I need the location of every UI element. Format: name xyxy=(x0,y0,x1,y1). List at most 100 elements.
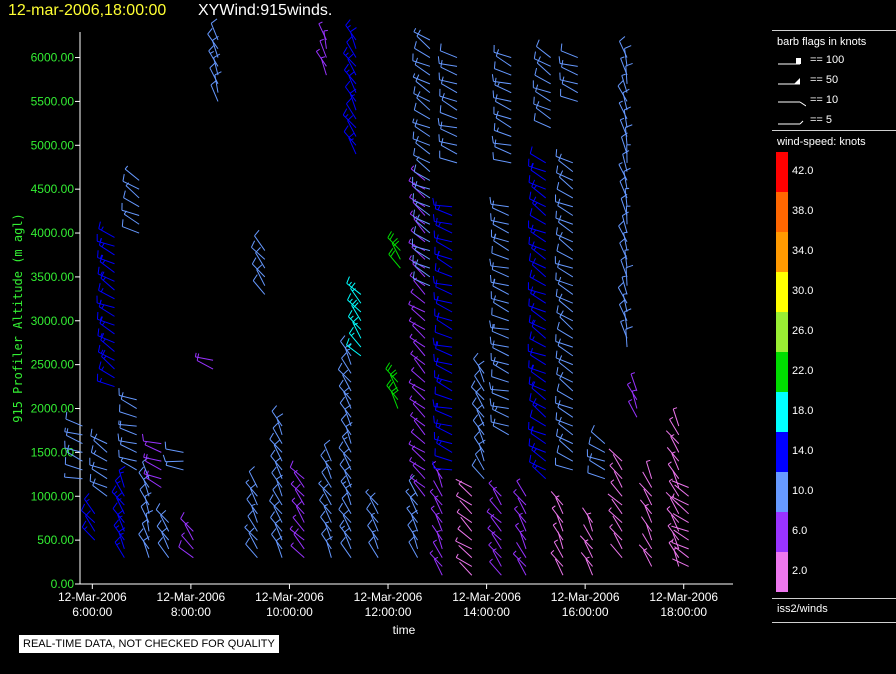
barb-flag-100: == 100 xyxy=(776,54,894,68)
barb-staff xyxy=(529,399,546,409)
barb-staff xyxy=(560,95,578,102)
wind-barb xyxy=(607,493,623,506)
barb-staff xyxy=(209,67,219,85)
wind-barb xyxy=(489,497,502,515)
wind-barb xyxy=(557,215,574,234)
wind-barb xyxy=(640,516,653,532)
barb-feather xyxy=(251,257,257,265)
wind-barb xyxy=(645,459,653,479)
barb-staff xyxy=(248,471,258,488)
barb-staff xyxy=(161,532,170,550)
barb-feather xyxy=(341,431,348,437)
wind-barb xyxy=(619,176,628,199)
wind-barb xyxy=(529,331,546,348)
wind-barb xyxy=(612,515,623,532)
barb-staff xyxy=(414,64,431,76)
barb-staff xyxy=(530,416,546,427)
barb-feather xyxy=(439,105,442,113)
wind-barb xyxy=(674,484,689,497)
barb-staff xyxy=(491,236,509,243)
barb-staff xyxy=(90,435,108,445)
barb-feather xyxy=(274,518,282,524)
barb-staff xyxy=(274,523,283,541)
barb-feather xyxy=(432,197,435,206)
barb-feather xyxy=(339,458,345,465)
barb-feather xyxy=(619,299,626,305)
x-tick-date: 12-Mar-2006 xyxy=(551,590,620,604)
barb-half-feather xyxy=(409,456,413,461)
wind-barb xyxy=(125,182,140,199)
barb-half-feather xyxy=(519,530,525,533)
wind-barb xyxy=(624,45,632,67)
barb-staff xyxy=(441,144,458,155)
barb-half-feather xyxy=(533,185,537,189)
barb-staff xyxy=(412,263,426,278)
barb-staff xyxy=(415,80,431,94)
wind-barb xyxy=(491,245,509,260)
barb-half-feather xyxy=(411,367,415,371)
wind-barb xyxy=(434,386,453,401)
barb-half-feather xyxy=(409,395,413,400)
barb-feather xyxy=(289,460,294,468)
wind-barb xyxy=(337,362,352,383)
barb-staff xyxy=(180,518,194,532)
barb-half-feather xyxy=(552,522,557,526)
barb-staff xyxy=(668,542,680,558)
barb-feather xyxy=(413,86,416,94)
barb-staff xyxy=(516,480,527,497)
barb-half-feather xyxy=(438,424,441,429)
wind-barb xyxy=(672,470,680,488)
barb-half-feather xyxy=(99,316,103,321)
barb-staff xyxy=(519,531,527,550)
colorbar-swatch xyxy=(776,392,788,432)
barb-feather xyxy=(385,362,391,370)
wind-barb xyxy=(491,385,509,401)
barb-feather xyxy=(157,537,164,544)
wind-barb xyxy=(112,502,125,523)
barb-feather xyxy=(556,367,559,375)
barb-staff xyxy=(142,540,150,558)
barb-half-feather xyxy=(533,448,537,453)
barb-feather xyxy=(81,520,87,528)
colorbar-label: 6.0 xyxy=(792,525,808,537)
wind-barb xyxy=(247,510,258,532)
barb-staff xyxy=(435,348,453,357)
barb-half-feather xyxy=(406,505,411,509)
barb-feather xyxy=(141,433,144,442)
wind-barb xyxy=(489,558,502,576)
wind-barb xyxy=(271,528,283,550)
barb-feather xyxy=(618,220,625,227)
wind-barb xyxy=(621,73,628,93)
barb-feather xyxy=(344,527,351,533)
legend-panel: barb flags in knots == 100 == 50 == 10 =… xyxy=(772,0,896,674)
barb-feather xyxy=(386,379,392,386)
wind-barb xyxy=(339,458,352,480)
wind-barb xyxy=(410,411,426,427)
wind-barb xyxy=(432,539,443,558)
barb-feather xyxy=(489,320,492,328)
wind-barb xyxy=(609,462,623,480)
wind-barb xyxy=(114,536,125,558)
wind-barb xyxy=(555,272,573,287)
barb-staff xyxy=(408,303,426,313)
barb-staff xyxy=(555,155,574,164)
wind-barb xyxy=(250,240,266,260)
barb-staff xyxy=(476,409,485,427)
barb-staff xyxy=(409,497,419,515)
wind-barb xyxy=(432,275,453,287)
barb-half-feather xyxy=(532,336,535,341)
barb-staff xyxy=(121,209,140,216)
barb-half-feather xyxy=(101,304,105,309)
barb-half-feather xyxy=(194,352,197,357)
wind-barb xyxy=(433,292,453,304)
wind-barb xyxy=(412,176,431,190)
x-tick-date: 12-Mar-2006 xyxy=(255,590,324,604)
barb-staff xyxy=(613,471,623,488)
barb-half-feather xyxy=(412,73,416,78)
barb-staff xyxy=(515,525,527,541)
barb-staff xyxy=(440,128,458,137)
barb-staff xyxy=(553,541,564,558)
barb-staff xyxy=(342,374,352,392)
wind-barb xyxy=(323,29,328,49)
barb-staff xyxy=(585,558,594,576)
